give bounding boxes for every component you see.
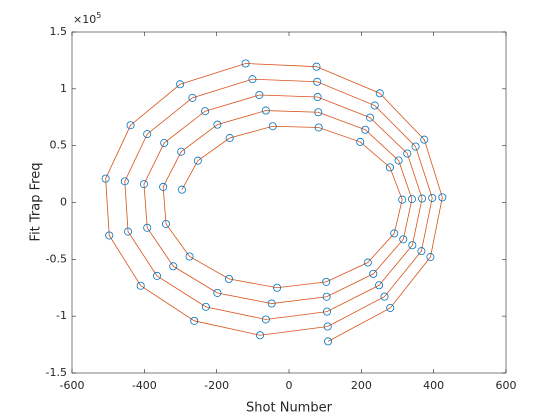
data-point	[201, 107, 210, 116]
y-tick-label: 0.5	[50, 139, 68, 152]
data-point	[356, 137, 365, 146]
data-point	[101, 174, 110, 183]
data-point	[159, 182, 168, 191]
data-point	[162, 219, 171, 228]
y-multiplier-exponent: 5	[96, 11, 101, 20]
y-tick-label: -1.5	[46, 366, 67, 379]
data-point	[380, 292, 389, 301]
data-point	[224, 274, 233, 283]
data-point	[323, 322, 332, 331]
data-point	[143, 130, 152, 139]
data-point	[241, 59, 250, 68]
data-point	[426, 253, 435, 262]
data-point	[390, 229, 399, 238]
data-point	[193, 156, 202, 165]
data-point	[322, 307, 331, 316]
data-point	[411, 142, 420, 151]
data-point	[418, 194, 427, 203]
y-tick-label: 1.5	[50, 25, 68, 38]
data-point	[160, 138, 169, 147]
data-point	[363, 258, 372, 267]
data-point	[313, 93, 322, 102]
y-tick-label: -0.5	[46, 252, 67, 265]
data-point	[185, 252, 194, 261]
data-point	[201, 302, 210, 311]
data-point	[322, 292, 331, 301]
data-point	[370, 101, 379, 110]
data-point	[403, 149, 412, 158]
data-point	[322, 277, 331, 286]
data-point	[126, 121, 135, 130]
data-point	[408, 241, 417, 250]
y-axis-label: Fit Trap Freq	[29, 163, 44, 242]
data-point	[417, 247, 426, 256]
data-point	[124, 227, 133, 236]
x-tick-label: 0	[286, 379, 293, 392]
data-point	[136, 281, 145, 290]
data-point	[314, 108, 323, 117]
data-point	[225, 134, 234, 143]
axes-box	[71, 31, 507, 374]
y-multiplier-base: ×10	[73, 13, 96, 26]
data-point	[176, 80, 185, 89]
data-point	[213, 288, 222, 297]
data-point	[312, 62, 321, 71]
data-point	[398, 195, 407, 204]
data-point	[375, 89, 384, 98]
data-point	[428, 193, 437, 202]
data-point	[324, 337, 333, 346]
data-point	[152, 271, 161, 280]
data-point	[261, 106, 270, 115]
y-tick-label: 0	[60, 196, 67, 209]
data-point	[139, 180, 148, 189]
data-point	[255, 90, 264, 99]
data-point	[366, 113, 375, 122]
data-point	[394, 156, 403, 165]
data-point	[268, 122, 277, 131]
x-tick-label: -200	[204, 379, 229, 392]
x-tick-label: -600	[60, 379, 85, 392]
data-point	[314, 123, 323, 132]
data-point	[256, 331, 265, 340]
x-tick-label: -400	[132, 379, 157, 392]
data-point	[261, 315, 270, 324]
data-point	[143, 223, 152, 232]
data-point	[177, 147, 186, 156]
y-tick-label: -1	[56, 309, 67, 322]
data-point	[438, 193, 447, 202]
data-point	[188, 93, 197, 102]
data-point	[248, 75, 257, 84]
data-line	[105, 63, 443, 342]
data-point	[385, 163, 394, 172]
data-point	[273, 283, 282, 292]
data-point	[407, 195, 416, 204]
data-point	[369, 269, 378, 278]
y-multiplier: ×105	[73, 11, 101, 27]
x-axis-label: Shot Number	[246, 401, 333, 416]
data-point	[190, 316, 199, 325]
y-tick-label: 1	[60, 82, 67, 95]
data-point	[213, 120, 222, 129]
data-point	[105, 231, 114, 240]
data-point	[375, 281, 384, 290]
x-tick-label: 400	[423, 379, 444, 392]
data-point	[420, 135, 429, 144]
data-point	[169, 262, 178, 271]
data-point	[361, 125, 370, 134]
data-point	[267, 299, 276, 308]
x-tick-label: 200	[351, 379, 372, 392]
data-point	[386, 303, 395, 312]
x-tick-label: 600	[496, 379, 517, 392]
data-point	[120, 177, 129, 186]
data-point	[313, 77, 322, 86]
data-point	[177, 185, 186, 194]
data-point	[399, 235, 408, 244]
